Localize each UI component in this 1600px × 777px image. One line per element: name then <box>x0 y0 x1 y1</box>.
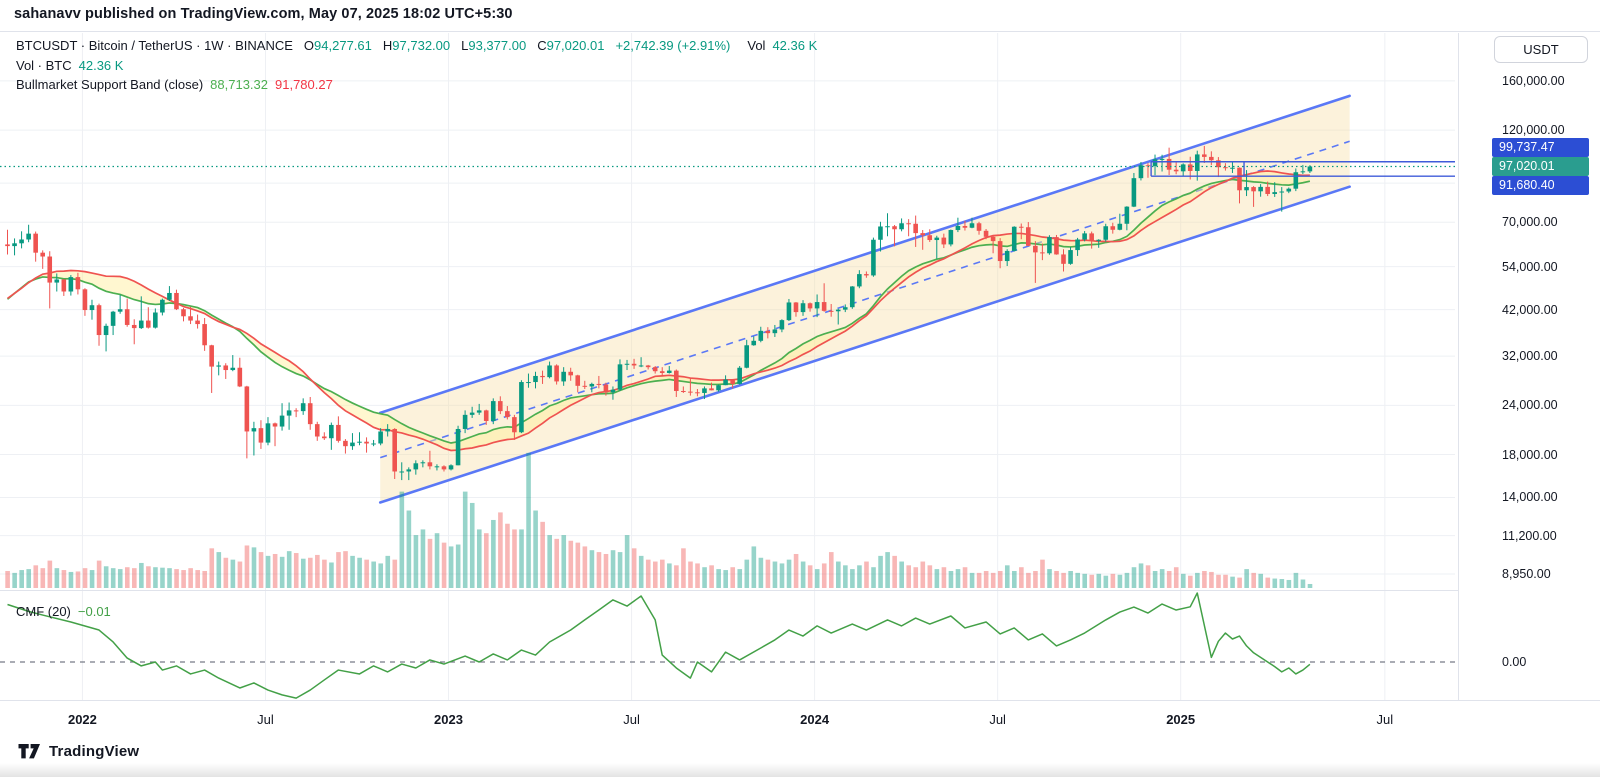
tradingview-logo-icon[interactable] <box>18 743 41 760</box>
bottom-gradient-strip <box>0 763 1600 777</box>
price-tick: 54,000.00 <box>1502 259 1558 274</box>
volume-study-value: 42.36 K <box>78 58 124 73</box>
ohlc-open: O94,277.61 <box>303 38 372 53</box>
price-tick: 42,000.00 <box>1502 302 1558 317</box>
price-tick: 8,950.00 <box>1502 567 1551 581</box>
price-tick: 70,000.00 <box>1502 215 1558 230</box>
ohlc-close: C97,020.01 <box>537 38 605 53</box>
price-label-0: 99,737.47 <box>1492 137 1589 157</box>
legend-band-row[interactable]: Bullmarket Support Band (close) 88,713.3… <box>16 77 333 92</box>
time-tick-jul[interactable]: Jul <box>1376 712 1394 727</box>
legend-symbol-row[interactable]: BTCUSDT · Bitcoin / TetherUS · 1W · BINA… <box>16 38 817 53</box>
time-tick-jul[interactable]: Jul <box>257 712 274 727</box>
legend-volume-row[interactable]: Vol · BTC 42.36 K <box>16 58 123 73</box>
time-tick-2024[interactable]: 2024 <box>800 712 830 727</box>
footer-bar: TradingView <box>0 738 1600 765</box>
vol-inline-value: 42.36 K <box>772 38 818 53</box>
tradingview-brand-text[interactable]: TradingView <box>49 743 140 760</box>
ohlc-high: H97,732.00 <box>382 38 451 53</box>
time-tick-jul[interactable]: Jul <box>623 712 640 727</box>
price-tick: 32,000.00 <box>1502 349 1558 364</box>
price-tick: 18,000.00 <box>1502 447 1558 462</box>
price-tick: 120,000.00 <box>1502 123 1565 138</box>
publisher-header: sahanavv published on TradingView.com, M… <box>14 6 513 22</box>
band-sma-value: 91,780.27 <box>275 77 333 92</box>
cmf-study-value: −0.01 <box>77 604 111 619</box>
price-tick: 160,000.00 <box>1502 73 1565 88</box>
price-tick: 11,200.00 <box>1502 528 1557 543</box>
symbol-title[interactable]: BTCUSDT · Bitcoin / TetherUS · 1W · BINA… <box>16 38 293 53</box>
chart-canvas[interactable] <box>0 0 1600 730</box>
cmf-study-label[interactable]: CMF (20) <box>16 604 71 619</box>
change-value: +2,742.39 (+2.91%) <box>615 38 731 53</box>
legend-cmf-row[interactable]: CMF (20) −0.01 <box>16 604 111 619</box>
volume-study-label[interactable]: Vol · BTC <box>16 58 72 73</box>
currency-toggle-button[interactable]: USDT <box>1494 36 1588 63</box>
band-study-label[interactable]: Bullmarket Support Band (close) <box>16 77 204 92</box>
time-tick-2025[interactable]: 2025 <box>1166 712 1196 727</box>
time-tick-jul[interactable]: Jul <box>989 712 1006 727</box>
price-label-2: 91,680.40 <box>1492 175 1589 195</box>
ohlc-low: L93,377.00 <box>461 38 527 53</box>
time-tick-2022[interactable]: 2022 <box>67 712 97 727</box>
price-label-1: 97,020.01 <box>1492 156 1589 176</box>
band-ema-value: 88,713.32 <box>210 77 268 92</box>
vol-inline-label: Vol <box>747 38 766 53</box>
price-tick: 24,000.00 <box>1502 398 1558 413</box>
price-tick: 14,000.00 <box>1502 490 1558 505</box>
cmf-zero-tick: 0.00 <box>1502 655 1527 669</box>
time-tick-2023[interactable]: 2023 <box>434 712 463 727</box>
